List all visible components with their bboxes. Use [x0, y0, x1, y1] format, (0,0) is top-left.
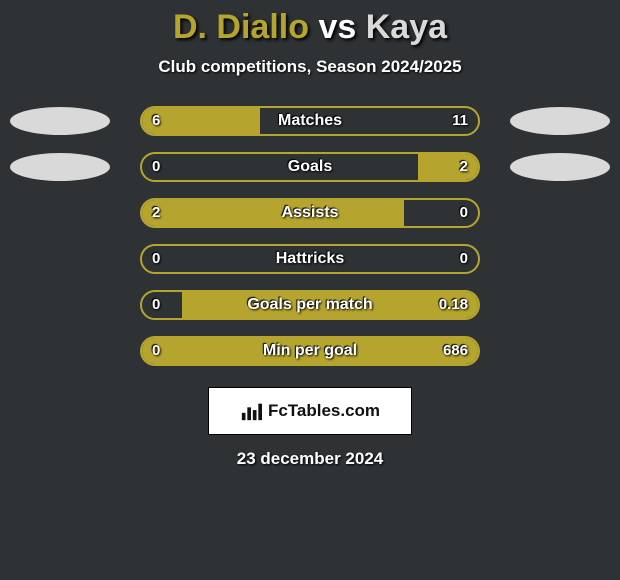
player1-oval [10, 107, 110, 135]
stat-bar: 611Matches [140, 106, 480, 136]
left-value: 6 [142, 108, 170, 136]
stat-bar: 20Assists [140, 198, 480, 228]
stat-row: 0 0Hattricks [0, 241, 620, 287]
stat-row: 611Matches [0, 103, 620, 149]
stat-row: 00.18Goals per match [0, 287, 620, 333]
left-value: 0 [142, 246, 170, 274]
player2-oval [510, 153, 610, 181]
player1-oval [10, 153, 110, 181]
stat-row: 02Goals [0, 149, 620, 195]
stat-bar: 0 0Hattricks [140, 244, 480, 274]
left-value: 0 [142, 154, 170, 182]
left-value: 2 [142, 200, 170, 228]
right-value: 686 [433, 338, 478, 366]
bars-icon [240, 400, 262, 422]
stat-bar: 02Goals [140, 152, 480, 182]
player2-oval [510, 107, 610, 135]
date-label: 23 december 2024 [0, 449, 620, 469]
stat-bar: 00.18Goals per match [140, 290, 480, 320]
stat-row: 0686Min per goal [0, 333, 620, 379]
stat-bar-fill [142, 338, 478, 364]
comparison-infographic: D. Diallo vs Kaya Club competitions, Sea… [0, 0, 620, 580]
page-title: D. Diallo vs Kaya [0, 8, 620, 47]
right-value: 2 [450, 154, 478, 182]
title-segment: Kaya [366, 8, 447, 46]
left-value: 0 [142, 292, 170, 320]
brand-badge: FcTables.com [208, 387, 412, 435]
right-value: 0 [450, 246, 478, 274]
title-segment: vs [309, 8, 366, 46]
subtitle: Club competitions, Season 2024/2025 [0, 57, 620, 77]
right-value: 0.18 [429, 292, 478, 320]
stat-bar-fill [142, 200, 404, 226]
metric-label: Hattricks [142, 246, 478, 274]
stats-rows: 611Matches02Goals20Assists00Hattricks00.… [0, 103, 620, 379]
stat-row: 20Assists [0, 195, 620, 241]
stat-bar: 0686Min per goal [140, 336, 480, 366]
left-value: 0 [142, 338, 170, 366]
title-segment: D. Diallo [173, 8, 309, 46]
brand-text: FcTables.com [268, 401, 380, 421]
right-value: 0 [450, 200, 478, 228]
right-value: 11 [442, 108, 478, 136]
